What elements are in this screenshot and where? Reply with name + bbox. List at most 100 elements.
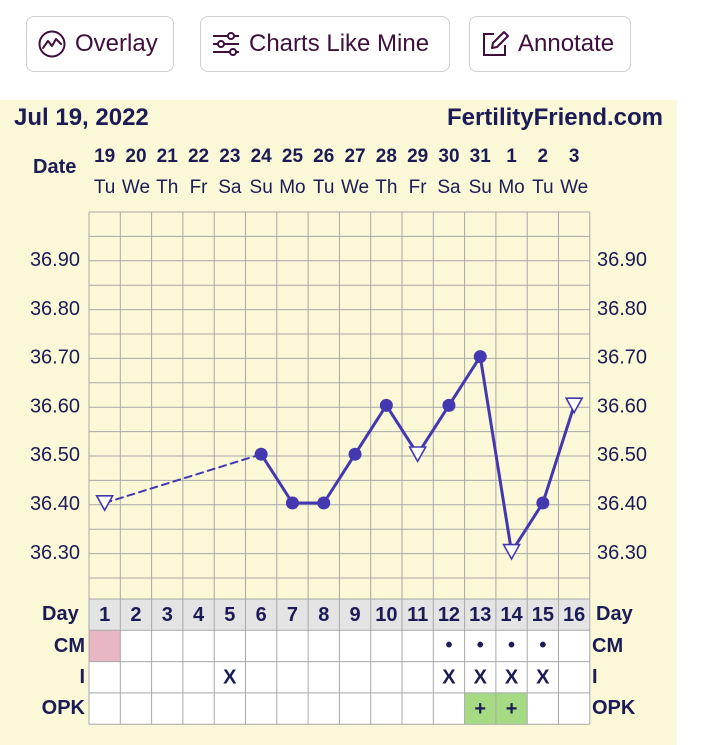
temperature-point [285, 496, 299, 510]
weekday-label: Tu [313, 177, 334, 198]
opk-positive-cell [495, 692, 528, 725]
date-label: 25 [282, 146, 304, 167]
weekday-label: We [341, 177, 369, 198]
chart-toolbar: Overlay Charts Like Mine Annotate [0, 0, 720, 90]
cycle-day-label: 15 [532, 604, 554, 626]
i-row-label-left: I [79, 666, 85, 688]
weekday-label: Tu [94, 177, 115, 198]
cycle-day-label: 14 [500, 604, 523, 626]
weekday-label: Th [156, 177, 178, 198]
temperature-segment [416, 403, 451, 456]
cycle-day-label: 10 [375, 604, 397, 626]
temperature-point [473, 350, 487, 364]
intercourse-mark: X [223, 667, 237, 689]
annotate-button[interactable]: Annotate [469, 16, 631, 72]
y-tick-label-right: 36.90 [597, 249, 647, 271]
cycle-day-label: 3 [162, 604, 173, 626]
date-label: 26 [313, 146, 334, 167]
temperature-segment [384, 403, 420, 456]
temperature-point [536, 496, 550, 510]
overlay-label: Overlay [75, 30, 158, 57]
y-tick-label-right: 36.80 [597, 298, 647, 320]
date-label: 27 [344, 146, 365, 167]
temperature-segment [447, 355, 482, 407]
y-tick-label-right: 36.60 [597, 395, 647, 417]
weekday-label: Su [250, 177, 273, 198]
cm-row-label-right: CM [592, 635, 623, 657]
cm-mark: • [477, 634, 484, 656]
date-label: 30 [438, 146, 459, 167]
temperature-segment [541, 403, 576, 505]
i-row-label-right: I [592, 666, 598, 688]
weekday-label: Sa [218, 177, 242, 198]
chart-labels: Jul 19, 2022 FertilityFriend.com Date Da… [14, 104, 663, 720]
temperature-line [103, 355, 576, 554]
brand-label: FertilityFriend.com [447, 104, 663, 131]
cycle-day-label: 4 [193, 604, 205, 626]
intercourse-mark: X [474, 667, 488, 689]
intercourse-mark: X [536, 667, 550, 689]
weekday-label: Fr [409, 177, 428, 198]
edit-icon [483, 31, 509, 56]
cycle-day-label: 11 [407, 604, 428, 626]
day-row-label-left: Day [42, 603, 80, 625]
weekday-label: Th [375, 177, 397, 198]
y-tick-label-right: 36.40 [597, 493, 647, 515]
temperature-segment [510, 501, 545, 554]
cycle-day-label: 5 [224, 604, 235, 626]
cycle-day-label: 13 [469, 604, 491, 626]
annotate-label: Annotate [518, 30, 615, 57]
date-label: 31 [470, 146, 492, 167]
opk-row-label-right: OPK [592, 697, 636, 719]
weekday-label: Su [469, 177, 492, 198]
overlay-button[interactable]: Overlay [26, 16, 174, 72]
cycle-day-label: 8 [318, 604, 329, 626]
temperature-segment-dashed [103, 453, 263, 504]
temperature-point [379, 398, 393, 412]
menstruation-cell [89, 630, 121, 662]
temperature-point-open [95, 494, 115, 512]
y-tick-label-left: 36.70 [30, 347, 80, 369]
weekday-label: We [560, 177, 588, 198]
weekday-label: Mo [498, 177, 524, 198]
temperature-markers [95, 350, 584, 561]
date-label: 28 [376, 146, 397, 167]
bbt-chart: Jul 19, 2022 FertilityFriend.com Date Da… [14, 104, 663, 725]
cm-mark: • [508, 634, 515, 656]
cycle-day-label: 7 [287, 604, 298, 626]
cycle-day-label: 9 [349, 604, 360, 626]
cycle-day-label: 16 [563, 604, 585, 626]
y-tick-label-right: 36.70 [597, 347, 647, 369]
y-tick-label-left: 36.50 [30, 444, 80, 466]
temperature-point [254, 447, 268, 461]
date-label: 2 [538, 146, 549, 167]
y-tick-label-left: 36.40 [30, 493, 80, 515]
y-tick-label-left: 36.30 [30, 542, 80, 564]
temperature-point [442, 398, 456, 412]
y-tick-label-left: 36.60 [30, 395, 80, 417]
temperature-point [317, 496, 331, 510]
day-row-label-right: Day [596, 603, 634, 625]
cm-row-label-left: CM [54, 635, 85, 657]
cycle-day-label: 2 [130, 604, 141, 626]
temperature-point-open [564, 397, 584, 415]
weekday-label: We [122, 177, 150, 198]
date-label: 21 [157, 146, 179, 167]
weekday-label: Fr [190, 177, 209, 198]
intercourse-mark: X [505, 667, 519, 689]
date-label: 24 [251, 146, 273, 167]
temperature-segment [259, 452, 294, 505]
date-label: 1 [506, 146, 517, 167]
opk-row-label-left: OPK [42, 697, 86, 719]
y-tick-label-left: 36.80 [30, 298, 80, 320]
y-tick-label-right: 36.50 [597, 444, 647, 466]
cm-mark: • [445, 634, 452, 656]
y-tick-label-left: 36.90 [30, 249, 80, 271]
temperature-segment [478, 355, 514, 554]
cycle-day-label: 6 [256, 604, 267, 626]
temperature-point-open [502, 543, 521, 561]
cycle-day-label: 1 [99, 604, 110, 626]
temperature-segment [353, 403, 388, 456]
charts-like-mine-button[interactable]: Charts Like Mine [200, 16, 450, 72]
cm-mark: • [539, 634, 546, 656]
